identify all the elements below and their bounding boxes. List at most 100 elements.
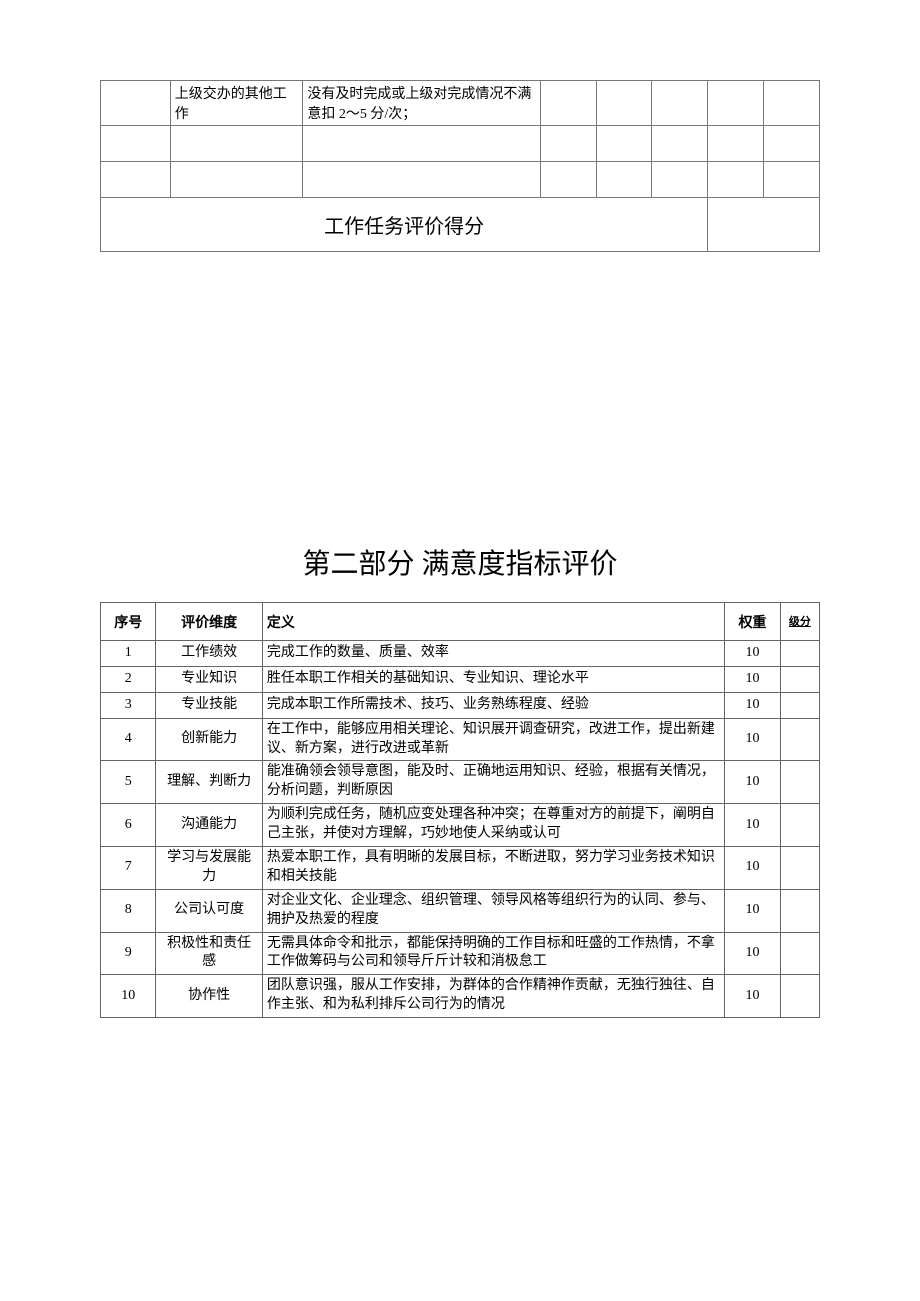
eval-def: 为顺利完成任务，随机应变处理各种冲突；在尊重对方的前提下，阐明自己主张，并使对方… <box>262 804 724 847</box>
eval-weight: 10 <box>725 641 780 667</box>
header-weight: 权重 <box>725 603 780 641</box>
eval-row: 1工作绩效完成工作的数量、质量、效率10 <box>101 641 820 667</box>
task-blank-1 <box>540 81 596 126</box>
eval-def: 能准确领会领导意图，能及时、正确地运用知识、经验，根据有关情况，分析问题，判断原… <box>262 761 724 804</box>
empty-cell <box>764 162 820 198</box>
section2-title: 第二部分 满意度指标评价 <box>100 542 820 582</box>
eval-row: 5理解、判断力能准确领会领导意图，能及时、正确地运用知识、经验，根据有关情况，分… <box>101 761 820 804</box>
eval-score <box>780 692 819 718</box>
header-seq: 序号 <box>101 603 156 641</box>
header-def: 定义 <box>262 603 724 641</box>
eval-row: 6沟通能力为顺利完成任务，随机应变处理各种冲突；在尊重对方的前提下，阐明自己主张… <box>101 804 820 847</box>
task-score-label: 工作任务评价得分 <box>101 198 708 252</box>
eval-def: 无需具体命令和批示，都能保持明确的工作目标和旺盛的工作热情，不拿工作做筹码与公司… <box>262 932 724 975</box>
eval-weight: 10 <box>725 761 780 804</box>
eval-seq: 4 <box>101 718 156 761</box>
header-dim: 评价维度 <box>156 603 262 641</box>
eval-def: 团队意识强，服从工作安排，为群体的合作精神作贡献，无独行独往、自作主张、和为私利… <box>262 975 724 1018</box>
eval-seq: 10 <box>101 975 156 1018</box>
empty-cell <box>101 126 171 162</box>
eval-dim: 协作性 <box>156 975 262 1018</box>
eval-def: 完成工作的数量、质量、效率 <box>262 641 724 667</box>
eval-row: 3专业技能完成本职工作所需技术、技巧、业务熟练程度、经验10 <box>101 692 820 718</box>
eval-dim: 工作绩效 <box>156 641 262 667</box>
empty-cell <box>101 162 171 198</box>
eval-seq: 3 <box>101 692 156 718</box>
eval-seq: 2 <box>101 666 156 692</box>
eval-dim: 理解、判断力 <box>156 761 262 804</box>
empty-cell <box>764 126 820 162</box>
eval-weight: 10 <box>725 692 780 718</box>
eval-seq: 8 <box>101 889 156 932</box>
eval-dim: 公司认可度 <box>156 889 262 932</box>
eval-weight: 10 <box>725 889 780 932</box>
task-cell-blank-left <box>101 81 171 126</box>
eval-seq: 6 <box>101 804 156 847</box>
empty-cell <box>596 162 652 198</box>
eval-score <box>780 641 819 667</box>
empty-cell <box>708 162 764 198</box>
eval-weight: 10 <box>725 932 780 975</box>
eval-seq: 1 <box>101 641 156 667</box>
eval-score <box>780 847 819 890</box>
eval-seq: 7 <box>101 847 156 890</box>
eval-row: 8公司认可度对企业文化、企业理念、组织管理、领导风格等组织行为的认同、参与、拥护… <box>101 889 820 932</box>
eval-def: 对企业文化、企业理念、组织管理、领导风格等组织行为的认同、参与、拥护及热爱的程度 <box>262 889 724 932</box>
task-criteria-cell: 没有及时完成或上级对完成情况不满意扣 2～5 分/次； <box>303 81 540 126</box>
eval-dim: 沟通能力 <box>156 804 262 847</box>
eval-weight: 10 <box>725 804 780 847</box>
eval-weight: 10 <box>725 666 780 692</box>
task-desc-cell: 上级交办的其他工作 <box>170 81 303 126</box>
eval-score <box>780 889 819 932</box>
task-empty-row-1 <box>101 126 820 162</box>
task-blank-3 <box>652 81 708 126</box>
eval-dim: 专业知识 <box>156 666 262 692</box>
eval-dim: 创新能力 <box>156 718 262 761</box>
empty-cell <box>596 126 652 162</box>
task-blank-2 <box>596 81 652 126</box>
eval-weight: 10 <box>725 718 780 761</box>
empty-cell <box>652 162 708 198</box>
task-eval-table: 上级交办的其他工作 没有及时完成或上级对完成情况不满意扣 2～5 分/次； 工作… <box>100 80 820 252</box>
empty-cell <box>303 126 540 162</box>
header-score-text: 级分 <box>789 616 811 628</box>
task-blank-4 <box>708 81 764 126</box>
task-score-value <box>708 198 820 252</box>
satisfaction-eval-table: 序号 评价维度 定义 权重 级分 1工作绩效完成工作的数量、质量、效率102专业… <box>100 602 820 1018</box>
eval-weight: 10 <box>725 847 780 890</box>
eval-weight: 10 <box>725 975 780 1018</box>
task-score-row: 工作任务评价得分 <box>101 198 820 252</box>
eval-score <box>780 932 819 975</box>
eval-score <box>780 718 819 761</box>
eval-dim: 积极性和责任感 <box>156 932 262 975</box>
empty-cell <box>652 126 708 162</box>
eval-header-row: 序号 评价维度 定义 权重 级分 <box>101 603 820 641</box>
header-score: 级分 <box>780 603 819 641</box>
empty-cell <box>170 126 303 162</box>
task-empty-row-2 <box>101 162 820 198</box>
eval-seq: 9 <box>101 932 156 975</box>
eval-def: 胜任本职工作相关的基础知识、专业知识、理论水平 <box>262 666 724 692</box>
eval-row: 10协作性团队意识强，服从工作安排，为群体的合作精神作贡献，无独行独往、自作主张… <box>101 975 820 1018</box>
eval-def: 热爱本职工作，具有明晰的发展目标，不断进取，努力学习业务技术知识和相关技能 <box>262 847 724 890</box>
empty-cell <box>540 162 596 198</box>
eval-dim: 专业技能 <box>156 692 262 718</box>
eval-def: 完成本职工作所需技术、技巧、业务熟练程度、经验 <box>262 692 724 718</box>
eval-score <box>780 666 819 692</box>
eval-row: 9积极性和责任感无需具体命令和批示，都能保持明确的工作目标和旺盛的工作热情，不拿… <box>101 932 820 975</box>
empty-cell <box>708 126 764 162</box>
eval-def: 在工作中，能够应用相关理论、知识展开调查研究，改进工作，提出新建议、新方案，进行… <box>262 718 724 761</box>
eval-score <box>780 975 819 1018</box>
eval-row: 4创新能力在工作中，能够应用相关理论、知识展开调查研究，改进工作，提出新建议、新… <box>101 718 820 761</box>
empty-cell <box>540 126 596 162</box>
empty-cell <box>170 162 303 198</box>
eval-dim: 学习与发展能力 <box>156 847 262 890</box>
task-blank-5 <box>764 81 820 126</box>
eval-seq: 5 <box>101 761 156 804</box>
eval-row: 7学习与发展能力热爱本职工作，具有明晰的发展目标，不断进取，努力学习业务技术知识… <box>101 847 820 890</box>
eval-row: 2专业知识胜任本职工作相关的基础知识、专业知识、理论水平10 <box>101 666 820 692</box>
eval-score <box>780 761 819 804</box>
task-row: 上级交办的其他工作 没有及时完成或上级对完成情况不满意扣 2～5 分/次； <box>101 81 820 126</box>
eval-score <box>780 804 819 847</box>
empty-cell <box>303 162 540 198</box>
